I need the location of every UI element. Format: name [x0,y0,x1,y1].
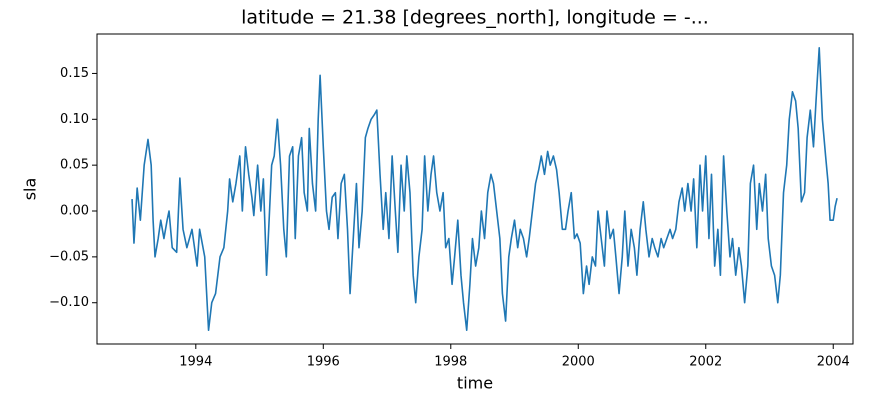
y-tick-label: 0.05 [60,158,89,173]
x-axis-label: time [457,374,493,393]
chart-title: latitude = 21.38 [degrees_north], longit… [241,7,709,29]
x-tick-label: 1996 [307,355,340,370]
x-tick-label: 1994 [179,355,212,370]
data-line [131,46,838,332]
y-tick-label: 0.10 [60,112,89,127]
y-tick-label: −0.05 [49,249,89,264]
y-tick-label: −0.10 [49,295,89,310]
x-tick-label: 1998 [434,355,467,370]
x-tick-label: 2000 [562,355,595,370]
y-tick-label: 0.15 [60,66,89,81]
y-tick-label: 0.00 [60,204,89,219]
x-tick-label: 2004 [817,355,850,370]
y-axis-label: sla [21,178,40,201]
x-tick-label: 2002 [689,355,722,370]
plot-frame [96,33,854,345]
